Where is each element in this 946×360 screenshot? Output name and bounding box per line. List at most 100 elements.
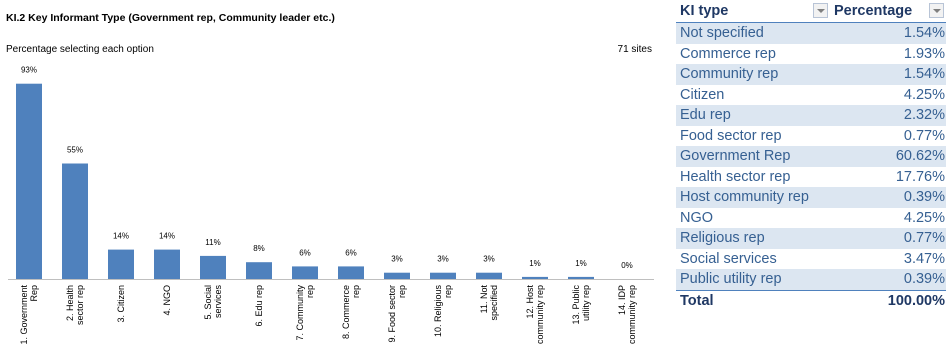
table-row: Community rep 1.54% bbox=[676, 64, 946, 85]
bar bbox=[568, 276, 594, 279]
x-tick-label: 3. Citizen bbox=[116, 285, 126, 323]
table-row: Host community rep 0.39% bbox=[676, 187, 946, 208]
table-row: Government Rep 60.62% bbox=[676, 146, 946, 167]
table-row: Not specified 1.54% bbox=[676, 22, 946, 44]
bar bbox=[292, 266, 318, 279]
x-tick-label-line: 8. Commerce bbox=[341, 285, 351, 339]
ki-type-cell: Government Rep bbox=[676, 146, 830, 167]
bar bbox=[522, 276, 548, 279]
percentage-cell: 3.47% bbox=[830, 248, 946, 269]
x-tick-label-line: community rep bbox=[627, 285, 637, 344]
bar-value-label: 3% bbox=[391, 255, 403, 264]
bar-value-label: 8% bbox=[253, 244, 265, 253]
percentage-cell: 4.25% bbox=[830, 207, 946, 228]
bar bbox=[200, 255, 226, 279]
percentage-cell: 2.32% bbox=[830, 105, 946, 126]
percentage-cell: 1.93% bbox=[830, 43, 946, 64]
x-tick-label: 10. Religiousrep bbox=[433, 285, 453, 338]
bar-value-label: 55% bbox=[67, 146, 83, 155]
bar-value-label: 14% bbox=[113, 232, 129, 241]
table-row: Public utility rep 0.39% bbox=[676, 269, 946, 290]
bar bbox=[384, 272, 410, 279]
x-tick-label-line: 11. Not bbox=[479, 285, 489, 314]
ki-type-header-label: KI type bbox=[680, 3, 729, 19]
bar-value-label: 6% bbox=[299, 248, 311, 257]
table-header-row: KI type Percentage bbox=[676, 0, 946, 23]
table-row: Religious rep 0.77% bbox=[676, 228, 946, 249]
ki-type-table: KI type Percentage Not specified 1.54% Com… bbox=[676, 0, 946, 311]
x-tick-label-line: Rep bbox=[29, 285, 39, 302]
sample-size-note: 71 sites bbox=[618, 44, 652, 55]
ki-type-cell: NGO bbox=[676, 207, 830, 228]
ki-type-cell: Edu rep bbox=[676, 105, 830, 126]
table-body: Not specified 1.54% Commerce rep 1.93% Commu… bbox=[676, 22, 946, 290]
total-value-cell: 100.00% bbox=[830, 289, 946, 311]
table-row: Citizen 4.25% bbox=[676, 84, 946, 105]
x-tick-label: 2. Healthsector rep bbox=[65, 285, 85, 325]
x-tick-label-line: 1. Government bbox=[19, 285, 29, 345]
ki-type-filter-dropdown-icon[interactable] bbox=[813, 3, 828, 18]
x-tick-label-line: community rep bbox=[535, 285, 545, 344]
ki-type-table-panel: KI type Percentage Not specified 1.54% Com… bbox=[676, 0, 946, 311]
x-tick-label-line: 4. NGO bbox=[162, 285, 172, 316]
chart-subtitle: Percentage selecting each option bbox=[6, 44, 154, 55]
x-tick-label: 5. Socialservices bbox=[203, 285, 223, 320]
table-row: Commerce rep 1.93% bbox=[676, 43, 946, 64]
percentage-cell: 0.77% bbox=[830, 125, 946, 146]
bar-value-label: 3% bbox=[483, 255, 495, 264]
ki-type-cell: Social services bbox=[676, 248, 830, 269]
ki-type-cell: Food sector rep bbox=[676, 125, 830, 146]
bar bbox=[338, 266, 364, 279]
percentage-cell: 1.54% bbox=[830, 64, 946, 85]
x-tick-label: 12. Hostcommunity rep bbox=[525, 285, 545, 345]
x-tick-label: 7. Communityrep bbox=[295, 285, 315, 341]
x-tick-label-line: 6. Edu rep bbox=[254, 285, 264, 327]
percentage-filter-dropdown-icon[interactable] bbox=[929, 3, 944, 18]
x-tick-label: 4. NGO bbox=[162, 285, 172, 316]
chart-panel: KI.2 Key Informant Type (Government rep,… bbox=[6, 12, 654, 345]
table-row: Social services 3.47% bbox=[676, 248, 946, 269]
chart-title: KI.2 Key Informant Type (Government rep,… bbox=[6, 12, 335, 24]
x-tick-label: 1. GovernmentRep bbox=[19, 285, 39, 345]
x-tick-label-line: 13. Public bbox=[571, 285, 581, 325]
x-tick-label-line: 2. Health bbox=[65, 285, 75, 321]
x-tick-label-line: specified bbox=[489, 285, 499, 321]
bar bbox=[62, 163, 88, 279]
x-tick-label-line: 12. Host bbox=[525, 285, 535, 319]
percentage-column-header[interactable]: Percentage bbox=[830, 0, 946, 23]
bar-value-label: 6% bbox=[345, 248, 357, 257]
x-tick-label-line: rep bbox=[443, 285, 453, 298]
bar-value-label: 0% bbox=[621, 261, 633, 270]
percentage-header-label: Percentage bbox=[834, 3, 913, 19]
x-tick-label-line: 7. Community bbox=[295, 285, 305, 341]
bar-value-label: 3% bbox=[437, 255, 449, 264]
x-tick-label: 9. Food sectorrep bbox=[387, 285, 407, 343]
bar bbox=[108, 249, 134, 279]
percentage-cell: 17.76% bbox=[830, 166, 946, 187]
x-tick-label-line: sector rep bbox=[75, 285, 85, 325]
bar-value-label: 1% bbox=[529, 259, 541, 268]
bar-value-label: 14% bbox=[159, 232, 175, 241]
x-tick-label-line: 3. Citizen bbox=[116, 285, 126, 323]
x-tick-label-line: 5. Social bbox=[203, 285, 213, 320]
bar-value-label: 1% bbox=[575, 259, 587, 268]
ki-type-column-header[interactable]: KI type bbox=[676, 0, 830, 23]
table-row: Food sector rep 0.77% bbox=[676, 125, 946, 146]
x-tick-label: 14. IDPcommunity rep bbox=[617, 285, 637, 344]
percentage-cell: 0.39% bbox=[830, 187, 946, 208]
ki-type-cell: Community rep bbox=[676, 64, 830, 85]
table-total-row: Total 100.00% bbox=[676, 289, 946, 311]
bar bbox=[16, 83, 42, 279]
table-row: Health sector rep 17.76% bbox=[676, 166, 946, 187]
table-row: NGO 4.25% bbox=[676, 207, 946, 228]
ki-type-cell: Host community rep bbox=[676, 187, 830, 208]
x-tick-label-line: rep bbox=[351, 285, 361, 298]
percentage-cell: 60.62% bbox=[830, 146, 946, 167]
total-label-cell: Total bbox=[676, 289, 830, 311]
ki-type-cell: Public utility rep bbox=[676, 269, 830, 290]
x-tick-label-line: utility rep bbox=[581, 285, 591, 321]
bar bbox=[476, 272, 502, 279]
bar-chart: KI.2 Key Informant Type (Government rep,… bbox=[6, 12, 654, 345]
x-tick-label: 11. Notspecified bbox=[479, 285, 499, 321]
table-row: Edu rep 2.32% bbox=[676, 105, 946, 126]
